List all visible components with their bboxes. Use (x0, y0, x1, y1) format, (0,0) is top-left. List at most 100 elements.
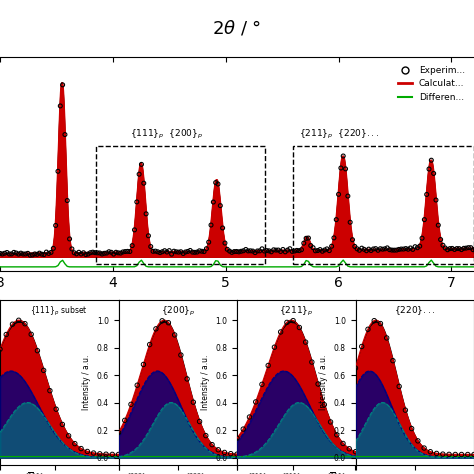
Point (439, 450, 447, 458)
Point (400, 245, 407, 253)
Point (388, 246, 396, 254)
Point (386, 246, 393, 254)
Point (420, 444, 428, 452)
Point (277, 248, 284, 255)
Point (21, 320, 29, 328)
Point (96, 450, 104, 457)
Point (207, 221, 215, 229)
Point (346, 219, 354, 226)
Point (261, 247, 268, 255)
Point (117, 249, 124, 257)
Point (330, 234, 338, 242)
Point (52, 405, 60, 413)
Point (456, 245, 463, 253)
Point (173, 248, 180, 255)
Point (448, 245, 456, 252)
Point (256, 247, 264, 255)
Point (165, 247, 173, 255)
Point (327, 418, 334, 426)
Point (302, 235, 310, 242)
Point (217, 202, 224, 210)
Text: $\{211\}_c$: $\{211\}_c$ (281, 471, 306, 474)
Text: $\{\overline{2}11\}_R$: $\{\overline{2}11\}_R$ (326, 471, 351, 474)
Point (215, 446, 222, 454)
Point (393, 246, 401, 254)
Point (352, 448, 359, 456)
Point (191, 248, 199, 256)
Point (89, 248, 97, 256)
Point (352, 365, 359, 372)
Point (307, 242, 315, 249)
Point (295, 247, 303, 255)
Point (64, 197, 71, 204)
Point (288, 247, 296, 255)
Point (56, 102, 64, 109)
Point (435, 221, 442, 229)
Point (102, 450, 110, 458)
Point (430, 170, 438, 177)
Point (271, 343, 278, 351)
Point (31, 250, 38, 258)
Point (274, 246, 282, 254)
Point (233, 450, 241, 458)
Point (240, 247, 247, 255)
Point (164, 319, 172, 327)
Point (75, 248, 82, 256)
Point (80, 249, 87, 256)
Point (289, 317, 297, 324)
Point (337, 164, 345, 172)
Point (98, 250, 106, 258)
Point (103, 249, 110, 257)
Point (33, 251, 41, 258)
Point (1, 249, 9, 257)
Point (73, 250, 80, 258)
Point (158, 317, 166, 325)
Point (131, 226, 138, 234)
Point (433, 450, 440, 457)
Point (407, 244, 414, 252)
Point (68, 245, 76, 253)
Point (367, 246, 375, 254)
Point (264, 362, 272, 369)
Point (308, 358, 316, 366)
Point (370, 317, 378, 325)
Point (335, 191, 342, 198)
Point (45, 250, 53, 257)
Point (233, 434, 241, 442)
Point (258, 381, 266, 388)
Point (465, 244, 472, 251)
Point (351, 243, 359, 250)
Point (52, 222, 59, 229)
Point (100, 249, 108, 257)
Point (414, 244, 421, 252)
Point (452, 451, 459, 458)
Point (121, 248, 129, 255)
Point (427, 448, 434, 456)
Point (168, 250, 175, 258)
Point (0, 250, 4, 257)
Point (376, 245, 384, 253)
Point (391, 246, 398, 254)
Point (71, 440, 79, 447)
Point (105, 248, 113, 255)
Point (333, 431, 341, 438)
Point (344, 192, 352, 200)
Point (346, 445, 353, 453)
Text: $\{111\}_p$  $\{200\}_p$: $\{111\}_p$ $\{200\}_p$ (130, 128, 203, 140)
Point (358, 245, 365, 252)
Point (242, 246, 250, 253)
Point (189, 248, 196, 256)
Point (246, 247, 254, 255)
Point (27, 251, 34, 259)
Point (358, 343, 365, 350)
Point (158, 248, 166, 255)
Point (34, 347, 41, 355)
Point (198, 247, 206, 255)
Point (17, 249, 25, 257)
Point (50, 245, 57, 252)
Point (458, 451, 465, 458)
Point (332, 216, 340, 223)
Point (133, 198, 141, 206)
Y-axis label: Intensity / a.u.: Intensity / a.u. (201, 355, 210, 410)
Point (342, 165, 349, 173)
